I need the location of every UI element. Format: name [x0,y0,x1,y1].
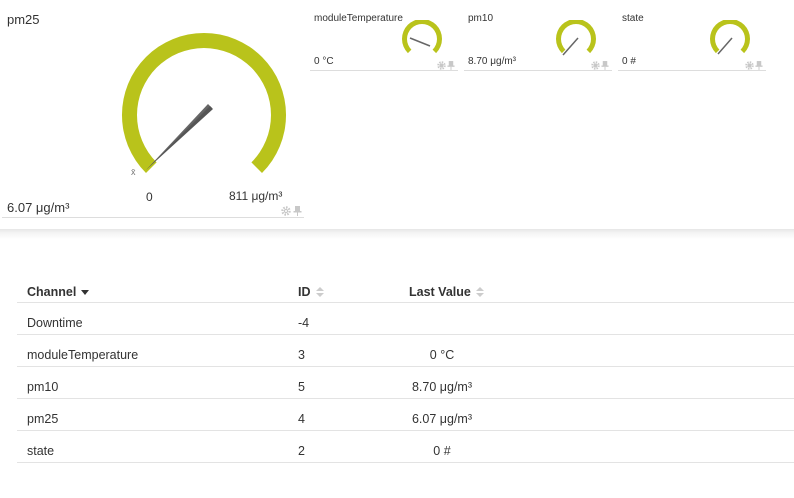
gauge-state[interactable]: state 0 # [618,0,768,75]
gauges-panel: pm25 x̄ 0 811 μg/m³ 6.07 μg/m³ moduleTem… [0,0,794,229]
channel-link[interactable]: state [27,444,55,458]
column-header-label: Last Value [409,285,471,299]
pin-icon[interactable] [601,61,609,70]
average-marker: x̄ [131,167,136,177]
channel-link[interactable]: pm10 [27,380,59,394]
gauge-value: 0 # [622,56,636,67]
channel-link[interactable]: Downtime [27,316,83,330]
gauge-underline [2,217,304,218]
gauge-underline [464,70,612,71]
gauge-title: moduleTemperature [314,13,403,24]
table-header: Channel ID Last Value [17,276,794,303]
gear-icon[interactable] [745,61,754,70]
table-row[interactable]: Downtime -4 [17,303,794,335]
sort-descending-icon [81,290,90,296]
gauge-min-label: 0 [146,190,153,204]
channel-id: 4 [298,412,305,426]
channel-last-value: 0 °C [429,348,455,362]
gauge-dial [402,20,442,54]
sort-icon [315,287,324,298]
gauge-pm10[interactable]: pm10 8.70 μg/m³ [464,0,614,75]
gear-icon[interactable] [437,61,446,70]
channel-last-value: 8.70 μg/m³ [411,380,472,394]
pin-icon[interactable] [755,61,763,70]
gauge-title: pm10 [468,13,494,24]
sort-icon [475,287,484,298]
channel-id: 3 [298,348,305,362]
gauge-value: 6.07 μg/m³ [7,200,70,215]
column-header-last-value[interactable]: Last Value [409,285,484,299]
gauge-dial [121,32,287,174]
gear-icon[interactable] [281,206,291,216]
channel-id: 5 [298,380,305,394]
column-header-id[interactable]: ID [298,285,324,299]
table-row[interactable]: state 2 0 # [17,431,794,463]
channel-id: 2 [298,444,305,458]
gauge-max-label: 811 μg/m³ [229,189,283,203]
gauge-underline [310,70,458,71]
column-header-channel[interactable]: Channel [27,285,90,299]
channel-link[interactable]: moduleTemperature [27,348,139,362]
gauge-dial [710,20,750,55]
gauge-pm25[interactable]: pm25 x̄ 0 811 μg/m³ 6.07 μg/m³ [0,0,306,222]
pin-icon[interactable] [293,206,302,216]
channel-last-value: 6.07 μg/m³ [411,412,472,426]
column-header-label: ID [298,285,311,299]
channel-link[interactable]: pm25 [27,412,59,426]
table-row[interactable]: pm10 5 8.70 μg/m³ [17,367,794,399]
gauge-value: 0 °C [314,56,334,67]
gauge-value: 8.70 μg/m³ [468,56,517,67]
table-row[interactable]: pm25 4 6.07 μg/m³ [17,399,794,431]
channel-table: Channel ID Last Value Downtime -4 module… [17,276,794,463]
gauge-dial [556,20,596,56]
section-divider [0,229,794,239]
gauge-arc [121,32,287,174]
gear-icon[interactable] [591,61,600,70]
column-header-label: Channel [27,285,77,299]
channel-last-value: 0 # [433,444,451,458]
table-row[interactable]: moduleTemperature 3 0 °C [17,335,794,367]
gauge-moduletemperature[interactable]: moduleTemperature 0 °C [310,0,460,75]
pin-icon[interactable] [447,61,455,70]
gauge-title: pm25 [7,12,40,27]
gauge-underline [618,70,766,71]
channel-id: -4 [298,316,310,330]
gauge-title: state [622,13,644,24]
